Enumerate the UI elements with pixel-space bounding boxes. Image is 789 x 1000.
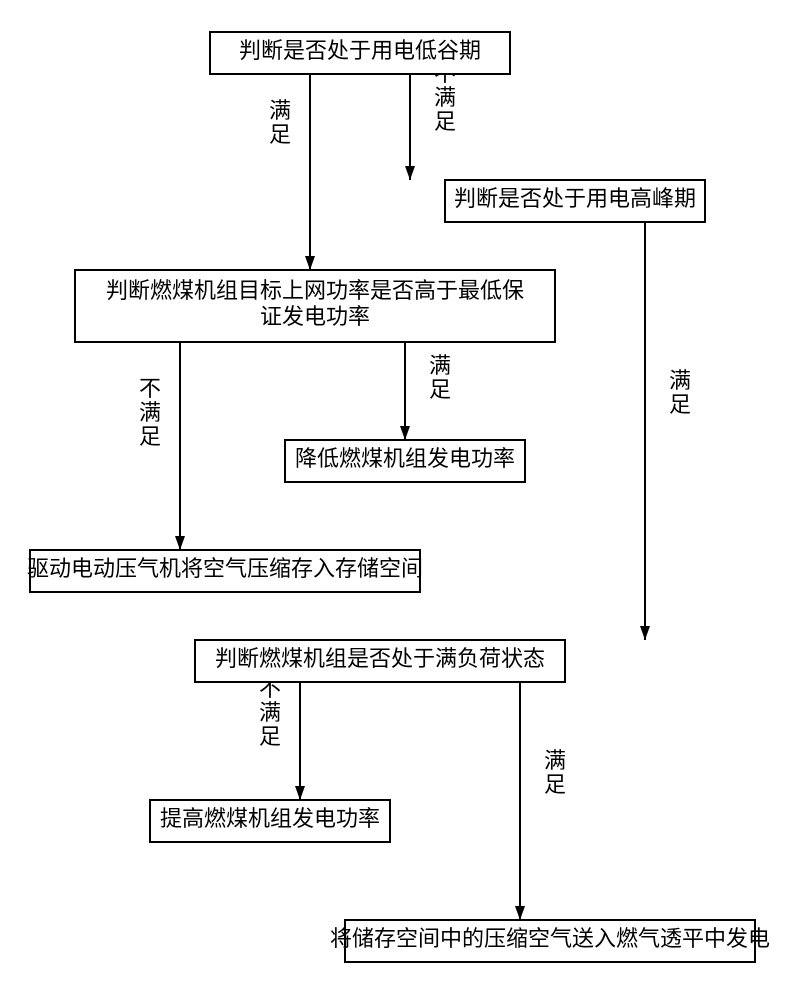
flowchart-node-label: 将储存空间中的压缩空气送入燃气透平中发电: [330, 926, 770, 951]
flowchart-node-label: 驱动电动压气机将空气压缩存入存储空间: [27, 556, 423, 581]
flowchart-node-label: 提高燃煤机组发电功率: [160, 806, 380, 831]
svg-text:足: 足: [139, 424, 161, 449]
svg-text:满: 满: [429, 353, 451, 378]
svg-text:足: 足: [544, 772, 566, 797]
flowchart-node-label: 判断燃煤机组是否处于满负荷状态: [215, 646, 545, 671]
svg-text:满: 满: [434, 85, 456, 110]
svg-text:足: 足: [269, 122, 291, 147]
svg-text:满: 满: [139, 400, 161, 425]
svg-text:满: 满: [259, 700, 281, 725]
svg-text:足: 足: [669, 392, 691, 417]
flowchart-node-label: 判断是否处于用电低谷期: [239, 38, 481, 63]
svg-text:足: 足: [259, 724, 281, 749]
svg-text:不: 不: [139, 376, 161, 401]
svg-text:足: 足: [434, 109, 456, 134]
flowchart-node-label: 判断燃煤机组目标上网功率是否高于最低保: [106, 278, 524, 303]
svg-text:足: 足: [429, 377, 451, 402]
svg-text:满: 满: [669, 368, 691, 393]
flowchart-node-label: 降低燃煤机组发电功率: [295, 446, 515, 471]
svg-text:满: 满: [269, 98, 291, 123]
flowchart-node-label: 证发电功率: [260, 304, 370, 329]
svg-text:满: 满: [544, 748, 566, 773]
flowchart-node-label: 判断是否处于用电高峰期: [454, 186, 696, 211]
